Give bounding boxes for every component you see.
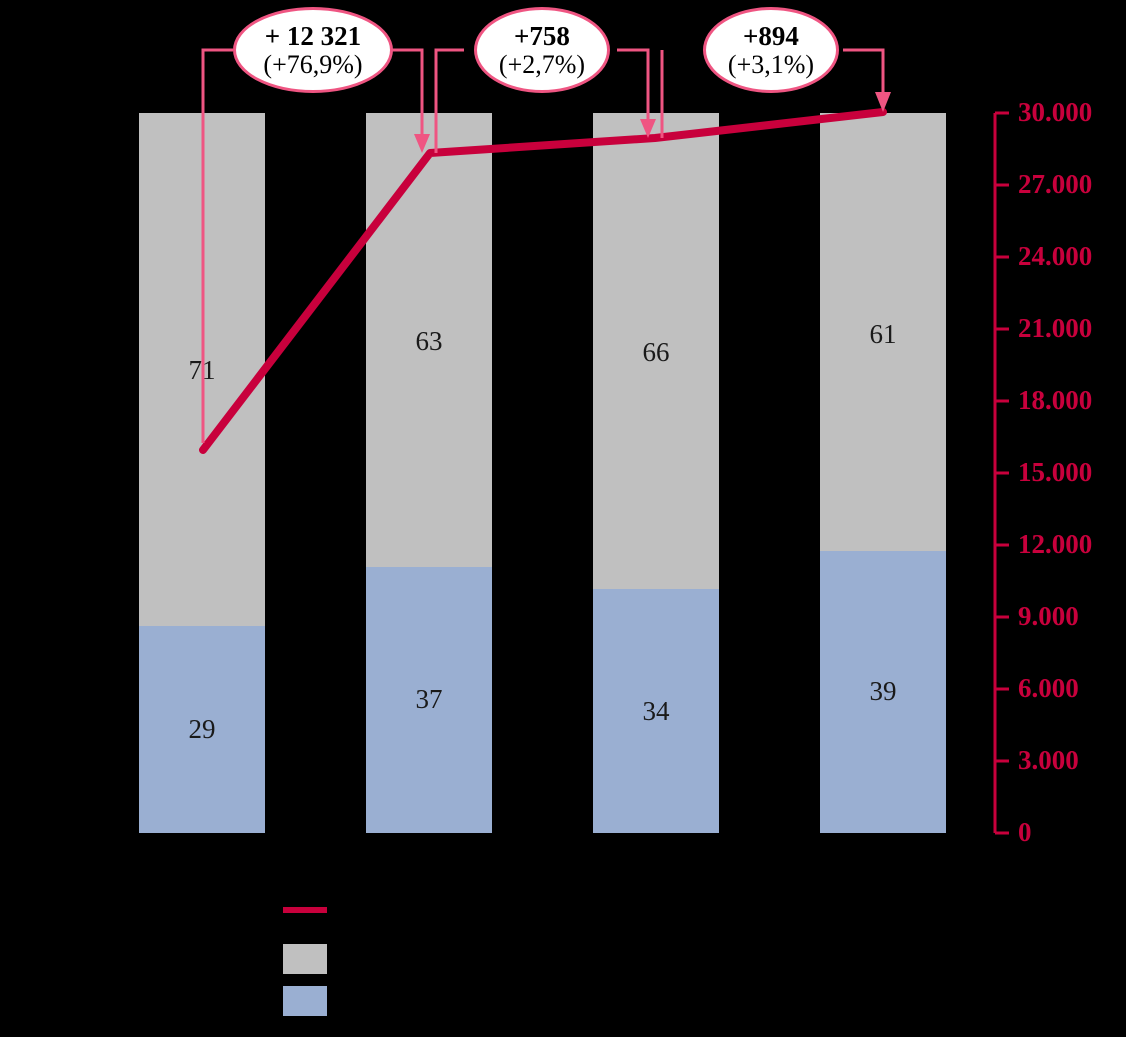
callout-connector-3-arrow <box>843 48 885 92</box>
bar-3-blue-segment <box>593 589 719 833</box>
axis-tick-label-24000: 24.000 <box>1018 241 1093 271</box>
legend-item-grey[interactable] <box>283 944 339 974</box>
callout-connector-2-arrow <box>617 48 650 120</box>
bar-3-blue-label: 34 <box>642 696 670 726</box>
axis-tick-label-15000: 15.000 <box>1018 457 1093 487</box>
bar-1-blue-segment <box>139 626 265 833</box>
callout-arrow-2 <box>640 119 656 138</box>
bar-4-blue-segment <box>820 551 946 833</box>
axis-tick-label-9000: 9.000 <box>1018 601 1079 631</box>
bar-2-blue-segment <box>366 567 492 833</box>
callout-bubble-3: +894 (+3,1%) <box>703 7 839 93</box>
callout-1-main: + 12 321 <box>264 21 362 52</box>
legend-blue-swatch-icon <box>283 986 327 1016</box>
axis-tick-label-3000: 3.000 <box>1018 745 1079 775</box>
legend-line-swatch-icon <box>283 907 327 913</box>
bar-1-blue-label: 29 <box>188 714 216 744</box>
legend-item-total-line[interactable] <box>283 907 339 913</box>
callout-2-sub: (+2,7%) <box>498 49 586 79</box>
bar-4-blue-label: 39 <box>869 676 897 706</box>
axis-tick-label-12000: 12.000 <box>1018 529 1093 559</box>
callout-3-main: +894 <box>743 21 799 52</box>
callout-arrow-3 <box>875 92 891 112</box>
total-trend-line <box>199 108 887 454</box>
bar-3-grey-label: 66 <box>642 337 670 367</box>
bar-2-grey-segment <box>366 113 492 567</box>
callout-1-sub: (+76,9%) <box>263 49 363 79</box>
axis-tick-label-6000: 6.000 <box>1018 673 1079 703</box>
callout-connector-1 <box>201 48 233 443</box>
callout-3-sub: (+3,1%) <box>727 49 815 79</box>
bar-2-grey-label: 63 <box>415 326 443 356</box>
bar-2-blue-label: 37 <box>415 684 443 714</box>
axis-tick-label-21000: 21.000 <box>1018 313 1093 343</box>
callout-connector-1-arrow <box>392 48 424 135</box>
callout-arrow-1 <box>414 134 430 153</box>
axis-tick-label-0: 0 <box>1018 817 1032 847</box>
legend-grey-swatch-icon <box>283 944 327 974</box>
callout-bubble-1: + 12 321 (+76,9%) <box>233 7 393 93</box>
bar-4-grey-label: 61 <box>869 319 897 349</box>
bar-1-grey-label: 71 <box>188 355 216 385</box>
callout-bubble-2: +758 (+2,7%) <box>474 7 610 93</box>
axis-tick-label-18000: 18.000 <box>1018 385 1093 415</box>
axis-tick-label-30000: 30.000 <box>1018 97 1093 127</box>
callout-2-main: +758 <box>514 21 570 52</box>
value-axis-ticks <box>995 111 1009 835</box>
bar-4-grey-segment <box>820 113 946 551</box>
legend-item-blue[interactable] <box>283 986 339 1016</box>
bar-3-grey-segment <box>593 113 719 589</box>
callout-connector-2-start <box>434 48 464 153</box>
axis-tick-label-27000: 27.000 <box>1018 169 1093 199</box>
